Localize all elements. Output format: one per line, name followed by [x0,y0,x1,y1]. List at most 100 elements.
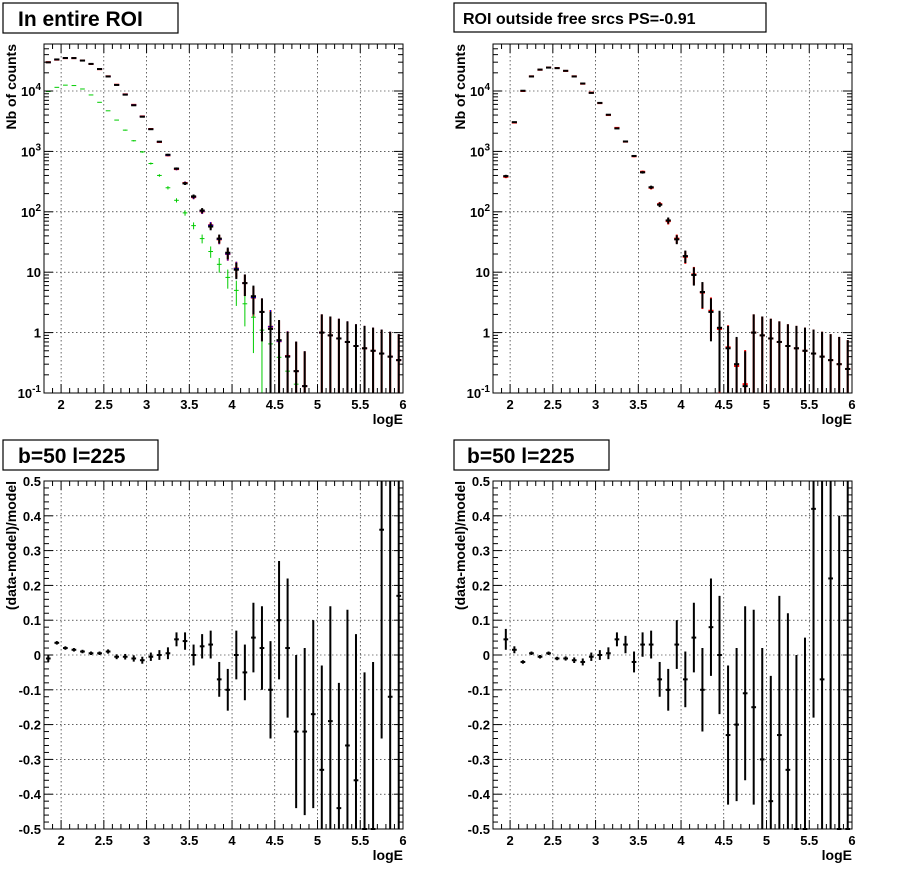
panel-title: b=50 l=225 [18,445,126,468]
x-tick-label: 3 [592,833,599,848]
panel-roi-outside-free-srcs: ROI outside free srcs PS=-0.91 2 2.5 3 3.5 4… [452,2,856,427]
y-tick-label: 102 [470,203,490,220]
panel-title: ROI outside free srcs PS=-0.91 [463,11,696,28]
title-box [2,2,179,34]
x-tick-label: 2.5 [95,833,113,848]
y-tick-label: -0.3 [19,752,41,767]
y-tick-label: -0.5 [468,822,490,837]
y-tick-label: 103 [470,142,490,159]
x-tick-label: 4.5 [715,397,733,412]
y-tick-label: 104 [470,82,490,99]
x-tick-label: 6 [399,833,406,848]
panel-residual-left: b=50 l=225 2 2.5 3 3.5 4 4.5 5 5.5 6 -0.5 -0.4 -0.3… [2,439,407,863]
x-axis-label: logE [822,411,852,427]
title-box [2,439,159,471]
x-tick-label: 5 [314,397,321,412]
title-box [453,2,767,33]
x-tick-label: 5 [314,833,321,848]
x-tick-label: 5.5 [351,397,369,412]
x-tick-label: 5.5 [800,397,818,412]
x-tick-label: 6 [848,397,855,412]
y-tick-exponent: 2 [35,203,41,214]
panel-entire-roi: In entire ROI 2 2.5 3 3.5 4 4.5 5 5.5 6 10-1 1 10 10… [2,2,407,427]
y-tick-label: -0.4 [468,787,491,802]
y-tick-label: 102 [21,203,41,220]
y-tick-label: 10 [476,265,490,280]
x-tick-label: 4.5 [266,833,284,848]
y-tick-label: -0.5 [19,822,41,837]
y-tick-label: 10-1 [18,384,42,401]
y-tick-label: 10-1 [467,384,491,401]
y-tick-label: 0.1 [23,613,41,628]
y-tick-label: 1 [34,326,41,341]
x-axis-label: logE [373,411,403,427]
title-box [453,439,610,471]
y-tick-label: 0.4 [23,509,42,524]
x-tick-label: 2.5 [95,397,113,412]
y-tick-label: -0.4 [19,787,42,802]
y-tick-exponent: 4 [484,82,490,93]
x-tick-label: 6 [399,397,406,412]
x-tick-label: 2.5 [544,833,562,848]
panel-title: b=50 l=225 [467,445,575,468]
x-tick-label: 2 [57,397,64,412]
y-tick-label: 0.3 [472,544,490,559]
x-tick-label: 3.5 [629,397,647,412]
y-tick-exponent: 2 [484,203,490,214]
x-tick-label: 4 [677,833,685,848]
y-axis-label: (data-model)/model [3,481,19,610]
y-tick-label: 0.3 [23,544,41,559]
y-tick-label: 0.4 [472,509,491,524]
y-tick-label: 0 [483,648,490,663]
y-tick-label: 0.1 [472,613,490,628]
x-tick-label: 5.5 [351,833,369,848]
y-tick-label: 0 [34,648,41,663]
x-tick-label: 3.5 [180,397,198,412]
plot-area: 2 2.5 3 3.5 4 4.5 5 5.5 6 -0.5 -0.4 -0.3 -0.2 -0.1 0 0.… [452,474,856,863]
x-axis-label: logE [822,847,852,863]
x-tick-label: 4 [228,397,236,412]
x-tick-label: 2 [57,833,64,848]
y-tick-exponent: -1 [32,384,41,395]
x-tick-label: 4.5 [715,833,733,848]
y-axis-label: (data-model)/model [452,481,468,610]
x-tick-label: 3 [143,397,150,412]
x-tick-label: 5 [763,833,770,848]
x-tick-label: 2.5 [544,397,562,412]
y-tick-label: 0.5 [472,474,490,489]
y-tick-label: 10 [27,265,41,280]
y-axis-label: Nb of counts [3,44,19,130]
axes-frame [43,43,404,394]
axes-frame [492,43,853,394]
x-tick-label: 3 [592,397,599,412]
y-tick-label: -0.2 [468,718,490,733]
x-tick-label: 2 [506,833,513,848]
x-tick-label: 5 [763,397,770,412]
x-axis-label: logE [373,847,403,863]
y-tick-label: 0.5 [23,474,41,489]
y-tick-label: 1 [483,326,490,341]
y-axis-label: Nb of counts [452,44,468,130]
x-tick-label: 6 [848,833,855,848]
x-tick-label: 4.5 [266,397,284,412]
x-tick-label: 2 [506,397,513,412]
x-tick-label: 3.5 [629,833,647,848]
x-tick-label: 3 [143,833,150,848]
plot-area: 2 2.5 3 3.5 4 4.5 5 5.5 6 -0.5 -0.4 -0.3 -0.2 -0.1 0 0.… [3,474,407,863]
x-tick-label: 4 [228,833,236,848]
y-tick-exponent: 4 [35,82,41,93]
y-tick-label: -0.1 [468,683,490,698]
panel-residual-right: b=50 l=225 2 2.5 3 3.5 4 4.5 5 5.5 6 -0.5 -0.4 -0.3… [452,439,856,863]
plot-area: 2 2.5 3 3.5 4 4.5 5 5.5 6 10-1 1 10 102 103 104 logE Nb … [3,43,407,427]
y-tick-label: 103 [21,142,41,159]
x-tick-label: 4 [677,397,685,412]
y-tick-label: 0.2 [472,578,490,593]
y-tick-exponent: 3 [35,142,41,153]
y-tick-label: -0.2 [19,718,41,733]
x-tick-label: 5.5 [800,833,818,848]
y-tick-label: 0.2 [23,578,41,593]
panel-title: In entire ROI [18,8,143,31]
y-tick-exponent: -1 [481,384,490,395]
x-tick-label: 3.5 [180,833,198,848]
